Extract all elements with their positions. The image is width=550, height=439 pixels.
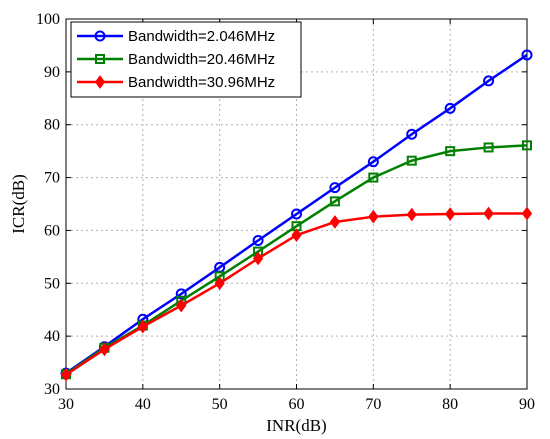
x-tick-label: 40 bbox=[135, 396, 151, 413]
x-tick-label: 90 bbox=[519, 396, 535, 413]
data-point bbox=[406, 128, 418, 140]
y-tick-label: 90 bbox=[44, 64, 60, 81]
data-point bbox=[291, 228, 302, 243]
data-point bbox=[368, 172, 379, 183]
series-line bbox=[65, 53, 528, 375]
legend: Bandwidth=2.046MHz Bandwidth=20.46MHz Band… bbox=[70, 21, 302, 98]
x-tick-label: 50 bbox=[212, 396, 228, 413]
data-point bbox=[406, 207, 417, 222]
x-axis-title: INR(dB) bbox=[266, 416, 326, 435]
y-axis-title: ICR(dB) bbox=[9, 174, 28, 234]
axis-ticks: 30 40 50 60 70 80 90 30 40 50 60 70 80 90 100 bbox=[36, 11, 535, 413]
data-point bbox=[483, 75, 495, 87]
data-point bbox=[137, 319, 148, 334]
legend-label: Bandwidth=20.46MHz bbox=[128, 51, 275, 68]
x-tick-label: 30 bbox=[58, 396, 74, 413]
legend-marker bbox=[95, 54, 105, 64]
data-point bbox=[521, 49, 533, 61]
data-point bbox=[522, 140, 532, 151]
y-tick-label: 40 bbox=[44, 328, 60, 345]
legend-marker bbox=[94, 30, 106, 42]
x-tick-label: 60 bbox=[289, 396, 305, 413]
data-point bbox=[176, 298, 187, 313]
y-tick-label: 70 bbox=[44, 170, 60, 187]
y-tick-label: 60 bbox=[44, 222, 60, 239]
data-point bbox=[445, 146, 456, 157]
y-tick-label: 80 bbox=[44, 117, 60, 134]
data-point bbox=[291, 208, 302, 220]
series-3 bbox=[60, 206, 533, 382]
legend-item: Bandwidth=30.96MHz bbox=[77, 74, 275, 91]
x-tick-label: 70 bbox=[365, 396, 381, 413]
data-point bbox=[329, 215, 341, 229]
legend-item: Bandwidth=20.46MHz bbox=[77, 51, 275, 68]
data-point bbox=[99, 342, 110, 357]
data-point bbox=[521, 206, 533, 221]
data-point bbox=[252, 251, 264, 266]
y-tick-label: 100 bbox=[36, 11, 60, 28]
data-point bbox=[175, 288, 187, 300]
data-point bbox=[444, 102, 456, 114]
data-point bbox=[367, 156, 379, 168]
data-point bbox=[214, 276, 225, 291]
data-point bbox=[60, 367, 72, 382]
data-point bbox=[368, 209, 379, 224]
legend-label: Bandwidth=30.96MHz bbox=[128, 74, 275, 91]
data-point bbox=[329, 196, 340, 207]
data-point bbox=[483, 142, 494, 153]
data-point bbox=[483, 206, 494, 221]
y-tick-label: 30 bbox=[44, 381, 60, 398]
legend-marker bbox=[94, 75, 106, 89]
data-point bbox=[329, 182, 341, 194]
data-point bbox=[406, 155, 417, 166]
y-tick-label: 50 bbox=[44, 275, 60, 292]
x-tick-label: 80 bbox=[442, 396, 458, 413]
legend-label: Bandwidth=2.046MHz bbox=[128, 28, 275, 45]
series-group bbox=[60, 49, 533, 382]
data-point bbox=[252, 234, 264, 246]
legend-item: Bandwidth=2.046MHz bbox=[77, 28, 275, 45]
data-point bbox=[445, 207, 456, 221]
